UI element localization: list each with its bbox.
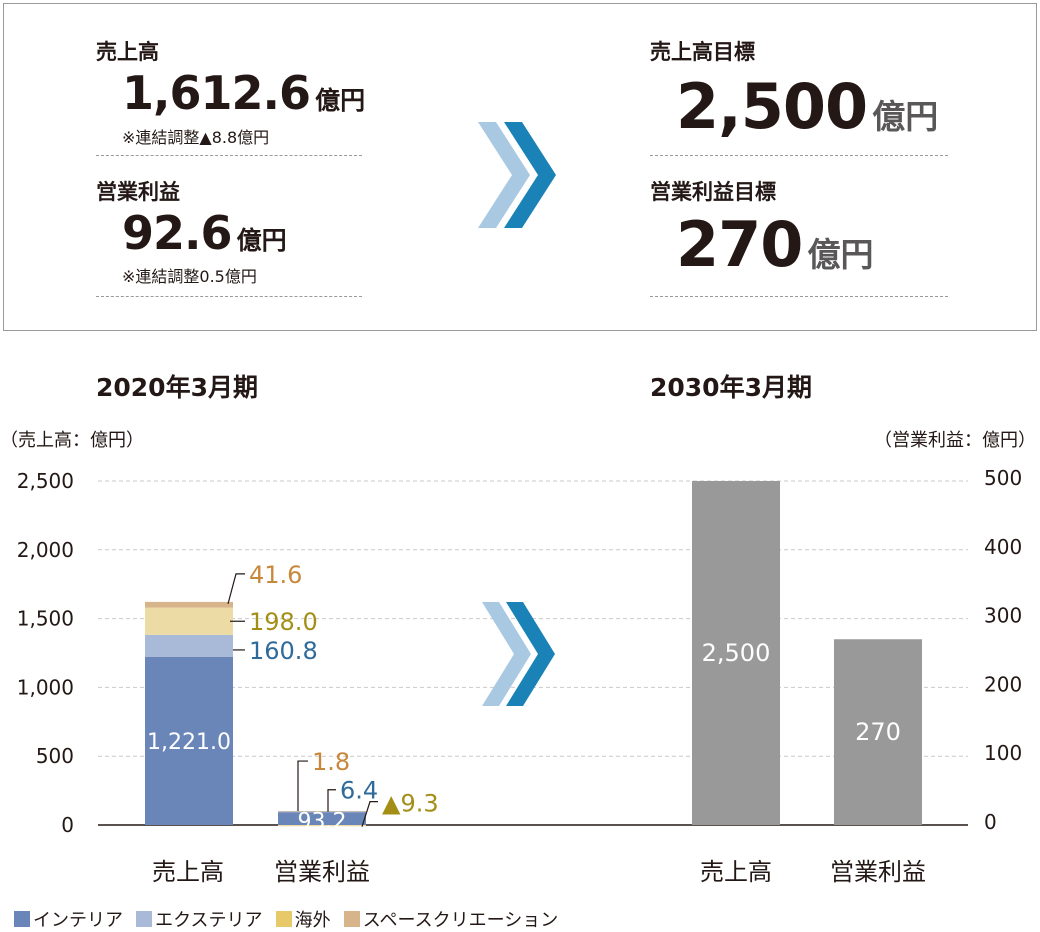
- target-op-value: 270: [676, 208, 803, 281]
- legend-label: 海外: [294, 910, 331, 931]
- legend-swatch: [14, 911, 30, 927]
- current-op-figure: 92.6 億円: [122, 206, 287, 260]
- chevron-light: [478, 122, 530, 228]
- y-tick-label-left: 2,500: [17, 469, 74, 493]
- y-tick-label-right: 0: [984, 810, 997, 834]
- y-tick-label-left: 1,000: [17, 675, 74, 699]
- bar-target-op: [834, 639, 922, 825]
- legend-label: インテリア: [33, 910, 123, 931]
- y-tick-label-right: 200: [984, 672, 1022, 696]
- bar-segment: [145, 634, 233, 657]
- divider: [96, 296, 362, 297]
- cat-label-op: 営業利益: [274, 858, 370, 886]
- y-tick-label-left: 500: [36, 744, 74, 768]
- current-op-unit: 億円: [236, 226, 287, 255]
- target-sales-figure: 2,500 億円: [676, 70, 938, 143]
- right-axis-unit: （営業利益：億円）: [874, 430, 1036, 451]
- current-op-note: ※連結調整0.5億円: [122, 267, 257, 286]
- target-op-figure: 270 億円: [676, 208, 874, 281]
- cat-label-sales-target: 売上高: [700, 858, 772, 886]
- chart1-title: 2020年3月期: [96, 373, 258, 402]
- legend-swatch: [343, 911, 360, 927]
- y-tick-label-left: 1,500: [17, 607, 74, 631]
- current-sales-note: ※連結調整▲8.8億円: [122, 128, 270, 147]
- divider: [650, 155, 948, 156]
- legend-label: エクステリア: [155, 910, 263, 931]
- chevron-light: [482, 602, 531, 706]
- cat-label-op-target: 営業利益: [830, 858, 926, 886]
- data-label: 198.0: [249, 608, 318, 636]
- bar-segment: [278, 812, 366, 825]
- current-sales-unit: 億円: [315, 86, 366, 115]
- chart2-title: 2030年3月期: [650, 373, 812, 402]
- bar-segment: [278, 811, 366, 813]
- y-tick-label-right: 100: [984, 741, 1022, 765]
- data-label: ▲9.3: [382, 790, 439, 818]
- leader-line: [361, 801, 378, 827]
- target-sales-label: 売上高目標: [650, 40, 755, 64]
- current-op-label: 営業利益: [96, 180, 180, 204]
- y-tick-label-left: 2,000: [17, 538, 74, 562]
- bar-segment: [278, 825, 366, 827]
- legend-item-overseas: 海外: [275, 906, 331, 932]
- y-tick-label-right: 300: [984, 604, 1022, 628]
- bar-segment: [145, 656, 233, 825]
- current-sales-value: 1,612.6: [122, 66, 311, 120]
- data-label: 270: [855, 718, 901, 746]
- y-tick-label-right: 500: [984, 466, 1022, 490]
- divider: [650, 296, 948, 297]
- data-label: 1,221.0: [147, 730, 231, 755]
- bar-segment: [145, 601, 233, 608]
- target-op-unit: 億円: [807, 235, 874, 274]
- data-label: 2,500: [702, 639, 771, 667]
- data-label: 41.6: [249, 561, 302, 589]
- data-label: 160.8: [249, 637, 318, 665]
- legend-item-interior: インテリア: [14, 906, 123, 932]
- current-op-value: 92.6: [122, 206, 232, 260]
- bar-segment: [278, 811, 366, 812]
- summary-box: [3, 3, 1037, 331]
- y-tick-label-right: 400: [984, 535, 1022, 559]
- current-sales-figure: 1,612.6 億円: [122, 66, 365, 120]
- target-sales-unit: 億円: [872, 97, 939, 136]
- legend-swatch: [136, 911, 153, 927]
- chevron-dark: [504, 122, 556, 228]
- data-label: 1.8: [312, 748, 350, 776]
- bar-segment: [145, 607, 233, 635]
- cat-label-sales: 売上高: [152, 858, 224, 886]
- leader-line: [327, 789, 336, 812]
- legend-swatch: [275, 911, 292, 927]
- legend-label: スペースクリエーション: [362, 910, 559, 931]
- leader-line: [297, 760, 308, 812]
- data-label: 6.4: [340, 777, 378, 805]
- data-label: 93.2: [298, 810, 347, 835]
- target-op-label: 営業利益目標: [650, 180, 776, 204]
- chevron-dark: [506, 602, 555, 706]
- legend-item-exterior: エクステリア: [136, 906, 263, 932]
- chevron-right-icon: [478, 122, 556, 228]
- leader-line: [227, 573, 245, 605]
- bar-target-sales: [692, 481, 780, 825]
- target-sales-value: 2,500: [676, 70, 868, 143]
- left-axis-unit: （売上高：億円）: [0, 430, 144, 451]
- legend-item-space-creation: スペースクリエーション: [343, 906, 559, 932]
- divider: [96, 155, 362, 156]
- current-sales-label: 売上高: [96, 40, 159, 64]
- legend: インテリア エクステリア 海外 スペースクリエーション: [14, 906, 566, 932]
- y-tick-label-left: 0: [61, 813, 74, 837]
